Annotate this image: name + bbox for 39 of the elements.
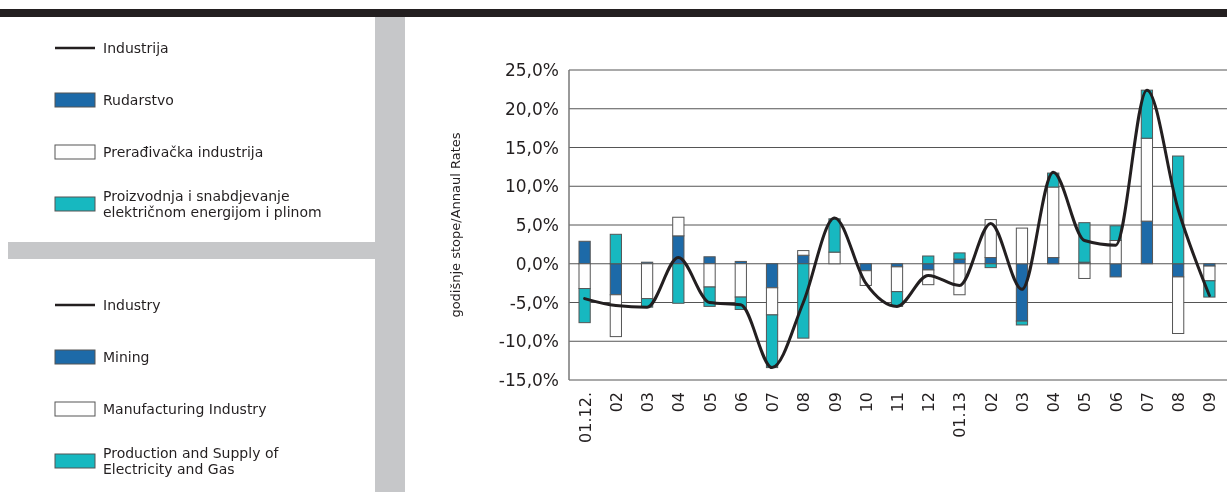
x-tick-label: 01.13 <box>950 392 970 438</box>
legend-label: Industrija <box>103 39 169 56</box>
x-tick-label: 04 <box>669 392 689 413</box>
text: Mining <box>103 348 150 365</box>
x-tick-label: 11 <box>888 392 907 413</box>
x-tick-label: 02 <box>606 392 626 413</box>
x-tick-label: 08 <box>1169 392 1189 413</box>
text: Production and Supply of Electricity and Gas <box>103 444 280 477</box>
y-tick-label: 15,0% <box>504 137 559 158</box>
y-tick-label: 25,0% <box>504 60 559 80</box>
x-tick-label: 06 <box>731 392 751 413</box>
x-tick-label: 03 <box>1012 392 1032 413</box>
x-tick-label: 09 <box>825 392 845 413</box>
x-tick-label: 07 <box>1137 392 1157 413</box>
x-tick-label: 03 <box>638 392 658 413</box>
x-tick-label: 09 <box>1200 392 1220 413</box>
y-tick-label: 5,0% <box>515 215 559 235</box>
x-tick-label: 04 <box>1044 392 1064 413</box>
x-tick-label: 06 <box>1106 392 1126 413</box>
y-tick-label: 10,0% <box>504 176 559 197</box>
legend-label: Proizvodnja i snabdjevanje električnom energijom i plinom <box>103 187 322 220</box>
x-tick-label: 02 <box>981 392 1001 413</box>
y-tick-label: -10,0% <box>498 331 559 352</box>
y-tick-label: -5,0% <box>509 292 559 313</box>
legend-label: Prerađivačka industrija <box>103 143 264 160</box>
x-tick-label: 12 <box>919 392 939 413</box>
text: Industry <box>103 296 161 313</box>
x-tick-label: 07 <box>763 392 783 413</box>
y-axis-title: godišnje stope/Annaul Rates <box>448 132 463 318</box>
legend-label: Rudarstvo <box>103 91 174 108</box>
x-tick-label: 05 <box>700 392 720 413</box>
x-tick-label: 05 <box>1075 392 1095 413</box>
text: Manufacturing Industry <box>103 400 267 417</box>
y-tick-label: 0,0% <box>515 253 559 274</box>
y-tick-label: 20,0% <box>504 98 559 119</box>
y-tick-label: -15,0% <box>498 370 559 390</box>
x-tick-label: 01.12. <box>575 392 595 443</box>
x-tick-label: 08 <box>794 392 814 413</box>
x-tick-label: 10 <box>856 392 876 413</box>
